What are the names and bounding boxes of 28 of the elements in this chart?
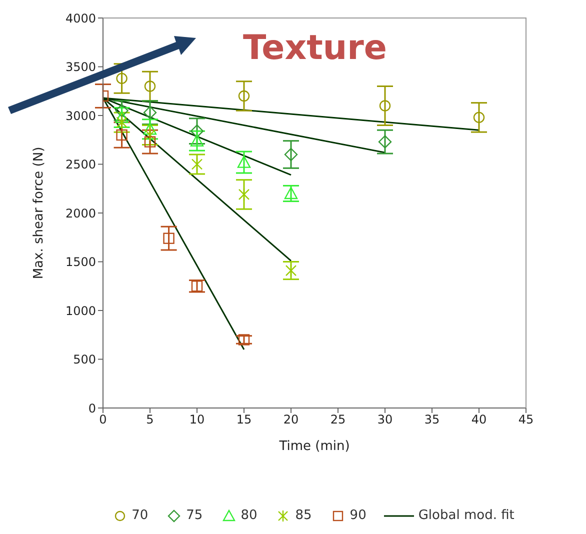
annotation: Texture [243, 28, 387, 68]
y-tick-label: 0 [88, 401, 96, 416]
legend-label: 70 [132, 508, 148, 523]
x-tick-label: 15 [236, 412, 252, 427]
x-tick-label: 30 [377, 412, 393, 427]
y-axis-title: Max. shear force (N) [32, 146, 47, 280]
y-tick-label: 3000 [65, 108, 96, 123]
x-tick-label: 25 [330, 412, 346, 427]
x-tick-label: 5 [146, 412, 154, 427]
legend-label: 80 [240, 508, 258, 523]
y-tick-label: 500 [73, 352, 96, 367]
y-tick-label: 3500 [65, 60, 96, 74]
x-tick-label: 10 [189, 412, 205, 427]
legend-label: 90 [350, 508, 366, 523]
x-tick-label: 45 [518, 412, 534, 427]
x-tick-label: 20 [283, 412, 299, 427]
x-tick-label: 35 [424, 412, 440, 427]
y-tick-label: 2500 [65, 158, 96, 172]
y-tick-label: 2000 [65, 206, 96, 220]
legend-label: Global mod. fit [418, 508, 514, 523]
x-tick-label: 40 [471, 412, 487, 427]
x-tick-label: 0 [99, 412, 107, 427]
x-axis-title: Time (min) [278, 439, 350, 454]
legend-label: 75 [186, 508, 203, 523]
y-tick-label: 1500 [65, 255, 96, 270]
y-tick-label: 1000 [65, 304, 96, 318]
legend-label: 85 [295, 508, 312, 523]
y-tick-label: 4000 [65, 11, 96, 26]
